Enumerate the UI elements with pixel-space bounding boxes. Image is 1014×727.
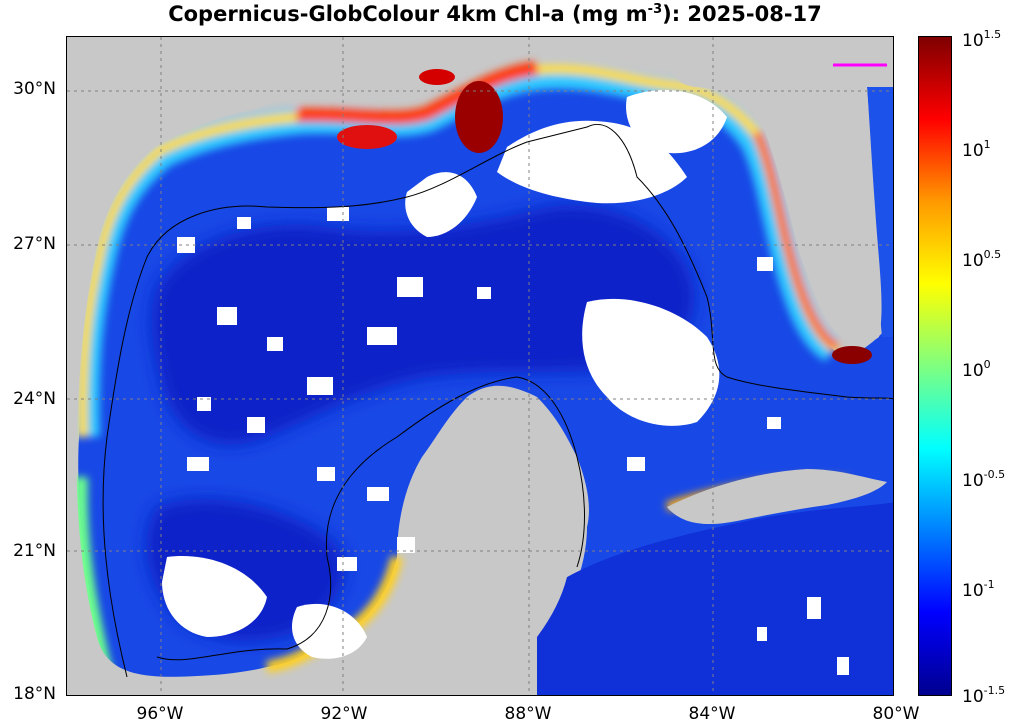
lat-label-21n: 21°N xyxy=(13,541,56,561)
louisiana-plume xyxy=(337,125,397,149)
lon-label-84w: 84°W xyxy=(688,704,736,724)
colorbar-tick-1: 101 xyxy=(962,138,991,161)
lon-label-80w: 80°W xyxy=(872,704,920,724)
lat-label-18n: 18°N xyxy=(13,684,56,704)
lat-label-24n: 24°N xyxy=(13,389,56,409)
caribbean-water xyxy=(537,502,893,695)
lat-label-27n: 27°N xyxy=(13,234,56,254)
graticule xyxy=(67,37,893,695)
lon-label-88w: 88°W xyxy=(504,704,552,724)
colorbar-tick-neg-0-5: 10-0.5 xyxy=(962,468,1006,491)
map-area[interactable] xyxy=(66,36,894,696)
cloud-gaps xyxy=(162,89,849,675)
colorbar-tick-neg-1-5: 10-1.5 xyxy=(962,684,1006,707)
colorbar-tick-0-5: 100.5 xyxy=(962,248,1002,271)
colorbar-tick-0: 100 xyxy=(962,358,991,381)
lat-label-30n: 30°N xyxy=(13,79,56,99)
colorbar xyxy=(918,36,952,696)
atlantic-water xyxy=(867,87,893,337)
land-florida xyxy=(667,37,882,342)
bathymetry-contour-south xyxy=(156,376,585,661)
land-mexico xyxy=(67,37,307,695)
bathymetry-contour xyxy=(102,124,893,678)
map-title: Copernicus-GlobColour 4km Chl-a (mg m-3)… xyxy=(168,2,822,26)
lon-label-92w: 92°W xyxy=(320,704,368,724)
lon-label-96w: 96°W xyxy=(136,704,184,724)
deep-water xyxy=(151,205,695,445)
land-cuba xyxy=(667,469,887,525)
plume-west xyxy=(419,69,455,85)
colorbar-tick-neg-1: 10-1 xyxy=(962,578,995,601)
mississippi-plume xyxy=(455,81,503,153)
chlorophyll-map xyxy=(67,37,893,695)
florida-bay-plume xyxy=(832,346,872,364)
colorbar-tick-1-5: 101.5 xyxy=(962,28,1002,51)
